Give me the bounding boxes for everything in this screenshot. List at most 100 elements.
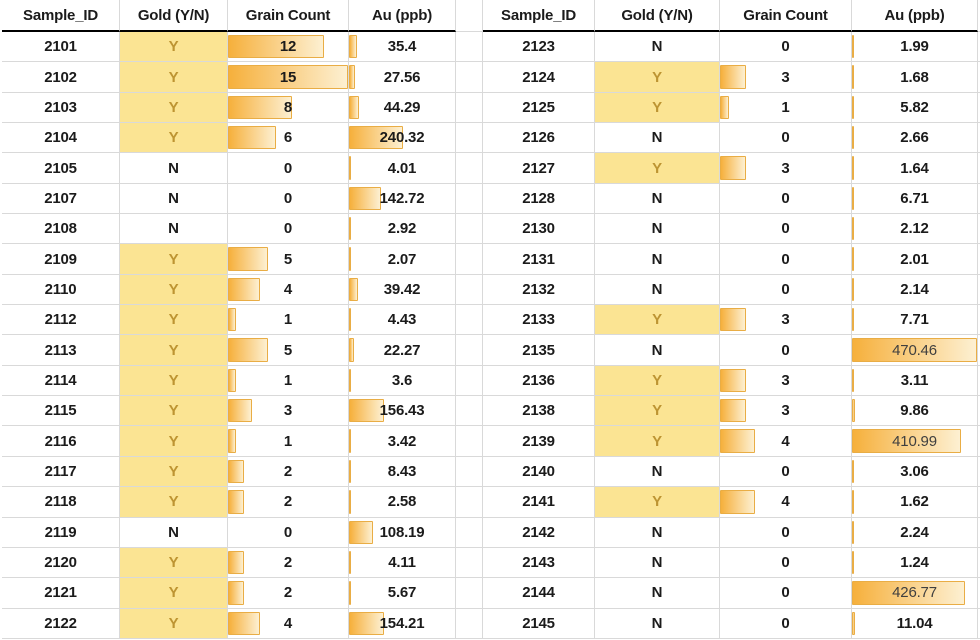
sample-id-cell[interactable]: 2131	[483, 244, 595, 275]
gold-flag-cell[interactable]: Y	[120, 335, 228, 366]
sample-id-cell[interactable]: 2141	[483, 487, 595, 518]
au-ppb-cell[interactable]: 4.43	[349, 305, 456, 336]
gold-flag-cell[interactable]: Y	[120, 365, 228, 397]
grain-count-cell[interactable]: 0	[720, 244, 852, 275]
sample-id-cell[interactable]: 2126	[483, 123, 595, 154]
au-ppb-cell[interactable]: 7.71	[852, 305, 978, 336]
au-ppb-cell[interactable]: 426.77	[852, 578, 978, 609]
sample-id-cell[interactable]: 2142	[483, 517, 595, 548]
grain-count-cell[interactable]: 1	[228, 305, 349, 336]
gold-flag-cell[interactable]: Y	[595, 426, 720, 457]
sample-id-cell[interactable]: 2127	[483, 153, 595, 184]
grain-count-cell[interactable]: 0	[228, 183, 349, 215]
au-ppb-cell[interactable]: 156.43	[349, 396, 456, 427]
column-header-sample-id[interactable]: Sample_ID	[483, 0, 595, 32]
sample-id-cell[interactable]: 2135	[483, 335, 595, 366]
gold-flag-cell[interactable]: Y	[595, 62, 720, 93]
sample-id-cell[interactable]: 2143	[483, 547, 595, 579]
gold-flag-cell[interactable]: Y	[595, 365, 720, 397]
grain-count-cell[interactable]: 0	[228, 517, 349, 548]
sample-id-cell[interactable]: 2132	[483, 274, 595, 306]
grain-count-cell[interactable]: 5	[228, 244, 349, 275]
grain-count-cell[interactable]: 0	[720, 335, 852, 366]
grain-count-cell[interactable]: 1	[228, 426, 349, 457]
au-ppb-cell[interactable]: 410.99	[852, 426, 978, 457]
column-header-au-ppb[interactable]: Au (ppb)	[349, 0, 456, 32]
gold-flag-cell[interactable]: N	[595, 608, 720, 639]
sample-id-cell[interactable]: 2109	[2, 244, 120, 275]
grain-count-cell[interactable]: 3	[228, 396, 349, 427]
sample-id-cell[interactable]: 2117	[2, 456, 120, 488]
grain-count-cell[interactable]: 0	[720, 517, 852, 548]
gold-flag-cell[interactable]: Y	[120, 244, 228, 275]
gold-flag-cell[interactable]: N	[595, 214, 720, 245]
grain-count-cell[interactable]: 0	[720, 456, 852, 488]
column-header-au-ppb[interactable]: Au (ppb)	[852, 0, 978, 32]
grain-count-cell[interactable]: 1	[720, 92, 852, 124]
au-ppb-cell[interactable]: 22.27	[349, 335, 456, 366]
au-ppb-cell[interactable]: 11.04	[852, 608, 978, 639]
gold-flag-cell[interactable]: N	[120, 517, 228, 548]
grain-count-cell[interactable]: 2	[228, 456, 349, 488]
au-ppb-cell[interactable]: 1.99	[852, 32, 978, 63]
au-ppb-cell[interactable]: 3.6	[349, 365, 456, 397]
sample-id-cell[interactable]: 2103	[2, 92, 120, 124]
gold-flag-cell[interactable]: N	[595, 274, 720, 306]
grain-count-cell[interactable]: 0	[720, 274, 852, 306]
gold-flag-cell[interactable]: Y	[120, 396, 228, 427]
au-ppb-cell[interactable]: 2.24	[852, 517, 978, 548]
gold-flag-cell[interactable]: Y	[595, 487, 720, 518]
sample-id-cell[interactable]: 2116	[2, 426, 120, 457]
column-header-grain-count[interactable]: Grain Count	[228, 0, 349, 32]
gold-flag-cell[interactable]: N	[120, 214, 228, 245]
grain-count-cell[interactable]: 3	[720, 396, 852, 427]
au-ppb-cell[interactable]: 5.82	[852, 92, 978, 124]
gold-flag-cell[interactable]: N	[595, 123, 720, 154]
gold-flag-cell[interactable]: Y	[595, 153, 720, 184]
au-ppb-cell[interactable]: 154.21	[349, 608, 456, 639]
column-header-grain-count[interactable]: Grain Count	[720, 0, 852, 32]
gold-flag-cell[interactable]: Y	[120, 32, 228, 63]
grain-count-cell[interactable]: 5	[228, 335, 349, 366]
gold-flag-cell[interactable]: N	[595, 183, 720, 215]
sample-id-cell[interactable]: 2136	[483, 365, 595, 397]
grain-count-cell[interactable]: 4	[228, 274, 349, 306]
au-ppb-cell[interactable]: 8.43	[349, 456, 456, 488]
sample-id-cell[interactable]: 2125	[483, 92, 595, 124]
au-ppb-cell[interactable]: 2.14	[852, 274, 978, 306]
grain-count-cell[interactable]: 0	[720, 123, 852, 154]
au-ppb-cell[interactable]: 4.01	[349, 153, 456, 184]
sample-id-cell[interactable]: 2140	[483, 456, 595, 488]
gold-flag-cell[interactable]: N	[595, 578, 720, 609]
au-ppb-cell[interactable]: 1.68	[852, 62, 978, 93]
gold-flag-cell[interactable]: Y	[120, 123, 228, 154]
au-ppb-cell[interactable]: 9.86	[852, 396, 978, 427]
gold-flag-cell[interactable]: Y	[120, 92, 228, 124]
sample-id-cell[interactable]: 2133	[483, 305, 595, 336]
sample-id-cell[interactable]: 2128	[483, 183, 595, 215]
au-ppb-cell[interactable]: 2.12	[852, 214, 978, 245]
au-ppb-cell[interactable]: 108.19	[349, 517, 456, 548]
au-ppb-cell[interactable]: 35.4	[349, 32, 456, 63]
grain-count-cell[interactable]: 3	[720, 153, 852, 184]
sample-id-cell[interactable]: 2105	[2, 153, 120, 184]
sample-id-cell[interactable]: 2110	[2, 274, 120, 306]
au-ppb-cell[interactable]: 3.42	[349, 426, 456, 457]
grain-count-cell[interactable]: 2	[228, 547, 349, 579]
au-ppb-cell[interactable]: 2.07	[349, 244, 456, 275]
column-header-gold[interactable]: Gold (Y/N)	[595, 0, 720, 32]
au-ppb-cell[interactable]: 2.01	[852, 244, 978, 275]
gold-flag-cell[interactable]: Y	[595, 92, 720, 124]
gold-flag-cell[interactable]: Y	[120, 487, 228, 518]
sample-id-cell[interactable]: 2124	[483, 62, 595, 93]
grain-count-cell[interactable]: 2	[228, 487, 349, 518]
grain-count-cell[interactable]: 0	[720, 578, 852, 609]
grain-count-cell[interactable]: 8	[228, 92, 349, 124]
gold-flag-cell[interactable]: Y	[120, 274, 228, 306]
au-ppb-cell[interactable]: 1.62	[852, 487, 978, 518]
gold-flag-cell[interactable]: Y	[120, 305, 228, 336]
au-ppb-cell[interactable]: 4.11	[349, 547, 456, 579]
sample-id-cell[interactable]: 2144	[483, 578, 595, 609]
sample-id-cell[interactable]: 2115	[2, 396, 120, 427]
sample-id-cell[interactable]: 2114	[2, 365, 120, 397]
